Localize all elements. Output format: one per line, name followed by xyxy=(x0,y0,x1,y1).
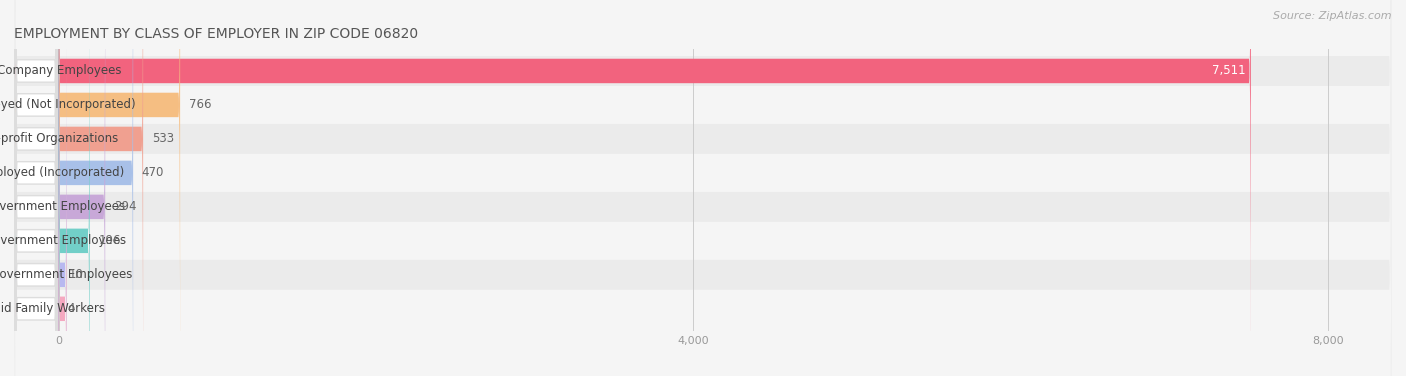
FancyBboxPatch shape xyxy=(15,0,1391,376)
FancyBboxPatch shape xyxy=(15,0,1391,376)
FancyBboxPatch shape xyxy=(59,0,134,376)
Text: Unpaid Family Workers: Unpaid Family Workers xyxy=(0,302,104,315)
FancyBboxPatch shape xyxy=(15,0,56,376)
FancyBboxPatch shape xyxy=(59,15,66,376)
Text: 196: 196 xyxy=(98,234,121,247)
Text: 533: 533 xyxy=(152,132,174,146)
FancyBboxPatch shape xyxy=(59,0,1251,376)
Text: Not-for-profit Organizations: Not-for-profit Organizations xyxy=(0,132,118,146)
FancyBboxPatch shape xyxy=(15,0,56,376)
FancyBboxPatch shape xyxy=(15,0,56,376)
Text: EMPLOYMENT BY CLASS OF EMPLOYER IN ZIP CODE 06820: EMPLOYMENT BY CLASS OF EMPLOYER IN ZIP C… xyxy=(14,27,418,41)
Text: Self-Employed (Not Incorporated): Self-Employed (Not Incorporated) xyxy=(0,99,136,111)
FancyBboxPatch shape xyxy=(15,0,1391,376)
FancyBboxPatch shape xyxy=(15,0,56,376)
FancyBboxPatch shape xyxy=(15,0,1391,376)
FancyBboxPatch shape xyxy=(15,0,1391,376)
Text: 10: 10 xyxy=(69,268,84,281)
FancyBboxPatch shape xyxy=(59,0,105,376)
FancyBboxPatch shape xyxy=(15,0,1391,376)
Text: Local Government Employees: Local Government Employees xyxy=(0,200,125,213)
Text: Private Company Employees: Private Company Employees xyxy=(0,64,122,77)
FancyBboxPatch shape xyxy=(15,0,1391,376)
Text: Self-Employed (Incorporated): Self-Employed (Incorporated) xyxy=(0,167,124,179)
Text: 7,511: 7,511 xyxy=(1212,64,1246,77)
FancyBboxPatch shape xyxy=(15,0,56,376)
FancyBboxPatch shape xyxy=(59,49,66,376)
FancyBboxPatch shape xyxy=(59,0,143,376)
Text: 470: 470 xyxy=(142,167,165,179)
Text: 766: 766 xyxy=(188,99,211,111)
FancyBboxPatch shape xyxy=(59,0,90,376)
FancyBboxPatch shape xyxy=(15,0,1391,376)
Text: 4: 4 xyxy=(67,302,76,315)
Text: Source: ZipAtlas.com: Source: ZipAtlas.com xyxy=(1274,11,1392,21)
Text: State Government Employees: State Government Employees xyxy=(0,234,125,247)
Text: Federal Government Employees: Federal Government Employees xyxy=(0,268,132,281)
FancyBboxPatch shape xyxy=(15,0,56,376)
FancyBboxPatch shape xyxy=(59,0,180,376)
Text: 294: 294 xyxy=(114,200,136,213)
FancyBboxPatch shape xyxy=(15,0,56,376)
FancyBboxPatch shape xyxy=(15,0,56,376)
